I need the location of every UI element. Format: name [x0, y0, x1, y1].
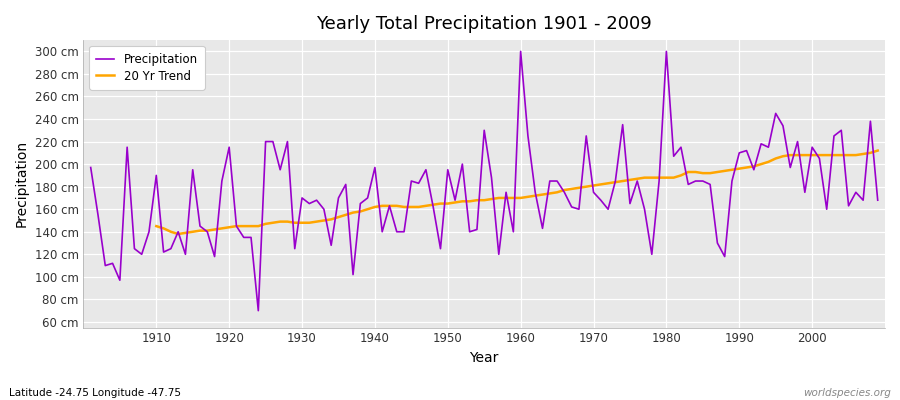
Line: 20 Yr Trend: 20 Yr Trend	[157, 150, 878, 234]
Precipitation	[530, 190, 541, 195]
Precipitation	[86, 165, 96, 170]
20 Yr Trend	[326, 217, 337, 222]
20 Yr Trend	[151, 224, 162, 228]
Precipitation	[253, 308, 264, 313]
Text: worldspecies.org: worldspecies.org	[803, 388, 891, 398]
Title: Yearly Total Precipitation 1901 - 2009: Yearly Total Precipitation 1901 - 2009	[316, 15, 652, 33]
20 Yr Trend	[530, 193, 541, 198]
Precipitation	[617, 122, 628, 127]
Precipitation	[523, 134, 534, 138]
20 Yr Trend	[872, 148, 883, 153]
20 Yr Trend	[173, 232, 184, 236]
Precipitation	[144, 229, 155, 234]
20 Yr Trend	[822, 153, 832, 158]
20 Yr Trend	[588, 183, 598, 188]
Legend: Precipitation, 20 Yr Trend: Precipitation, 20 Yr Trend	[89, 46, 205, 90]
X-axis label: Year: Year	[470, 351, 499, 365]
Y-axis label: Precipitation: Precipitation	[15, 140, 29, 228]
20 Yr Trend	[843, 153, 854, 158]
Precipitation	[515, 49, 526, 54]
20 Yr Trend	[297, 220, 308, 225]
Precipitation	[311, 198, 322, 202]
Line: Precipitation: Precipitation	[91, 51, 878, 311]
Precipitation	[355, 201, 365, 206]
Precipitation	[872, 198, 883, 202]
Text: Latitude -24.75 Longitude -47.75: Latitude -24.75 Longitude -47.75	[9, 388, 181, 398]
